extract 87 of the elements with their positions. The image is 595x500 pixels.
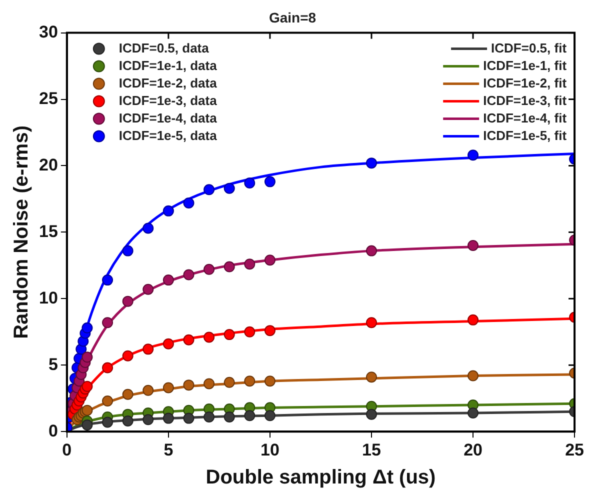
point <box>162 205 174 216</box>
y-tick-label: 30 <box>38 22 58 42</box>
point <box>264 176 276 188</box>
y-tick-label: 20 <box>38 155 58 174</box>
legend-label: ICDF=1e-5, fit <box>483 128 568 143</box>
point <box>162 382 174 394</box>
point <box>142 384 154 396</box>
point <box>468 240 479 251</box>
point <box>204 411 215 422</box>
point <box>224 411 235 422</box>
legend-label: ICDF=1e-2, data <box>118 75 218 90</box>
legend-label: ICDF=1e-3, data <box>118 92 218 108</box>
legend-label: ICDF=1e-4, data <box>118 110 218 126</box>
point <box>366 372 377 383</box>
point <box>142 222 154 234</box>
point <box>142 344 154 355</box>
point <box>264 410 276 422</box>
point <box>122 245 134 256</box>
point <box>224 261 235 272</box>
y-tick-label: 5 <box>48 354 58 374</box>
y-tick-label: 10 <box>38 288 58 308</box>
x-tick-label: 15 <box>362 440 381 460</box>
point <box>244 326 256 338</box>
point <box>224 329 235 340</box>
point <box>244 410 256 422</box>
point <box>82 380 93 392</box>
point <box>102 416 114 428</box>
y-axis-title: Random Noise (e-rms) <box>10 126 33 339</box>
point <box>183 412 194 424</box>
legend-label: ICDF=1e-1, fit <box>483 58 568 73</box>
point <box>162 338 174 350</box>
point <box>122 296 134 307</box>
point <box>366 158 377 169</box>
point <box>102 317 114 328</box>
point <box>82 352 93 363</box>
point <box>122 388 134 400</box>
point <box>468 150 479 161</box>
point <box>102 362 114 374</box>
y-tick-label: 15 <box>38 222 58 241</box>
point <box>162 274 174 286</box>
point <box>102 396 114 407</box>
point <box>244 376 256 387</box>
point <box>366 408 377 420</box>
point <box>122 350 134 362</box>
x-tick-label: 10 <box>260 440 280 460</box>
x-tick-label: 5 <box>164 440 174 460</box>
point <box>366 245 377 256</box>
legend-label: ICDF=1e-3, fit <box>483 92 568 108</box>
point <box>204 378 215 390</box>
point <box>183 269 194 280</box>
x-axis-title: Double sampling Δt (us) <box>206 466 436 489</box>
point <box>264 254 276 266</box>
x-tick-label: 20 <box>464 440 482 460</box>
point <box>244 178 256 189</box>
point <box>264 325 276 336</box>
point <box>204 332 215 343</box>
legend-label: ICDF=1e-4, fit <box>483 110 568 126</box>
point <box>468 407 479 418</box>
point <box>204 264 215 275</box>
point <box>468 370 479 382</box>
legend-label: ICDF=1e-5, data <box>118 128 218 143</box>
legend-label: ICDF=0.5, fit <box>491 40 568 56</box>
point <box>142 414 154 426</box>
point <box>142 284 154 295</box>
y-tick-label: 0 <box>48 421 58 440</box>
point <box>264 376 276 387</box>
x-tick-label: 25 <box>565 440 584 460</box>
point <box>204 184 215 196</box>
point <box>82 322 93 334</box>
legend-label: ICDF=1e-1, data <box>118 58 218 73</box>
point <box>162 412 174 424</box>
chart-title: Gain=8 <box>268 9 316 26</box>
point <box>224 182 235 194</box>
point <box>183 197 194 208</box>
legend-label: ICDF=0.5, data <box>118 40 210 56</box>
y-tick-label: 25 <box>38 88 58 108</box>
point <box>183 334 194 346</box>
point <box>224 376 235 388</box>
point <box>82 419 93 430</box>
point <box>183 380 194 391</box>
x-tick-label: 0 <box>62 440 72 460</box>
point <box>102 274 114 286</box>
point <box>468 314 479 326</box>
point <box>122 415 134 426</box>
legend-label: ICDF=1e-2, fit <box>483 75 568 90</box>
point <box>366 317 377 328</box>
point <box>244 258 256 270</box>
